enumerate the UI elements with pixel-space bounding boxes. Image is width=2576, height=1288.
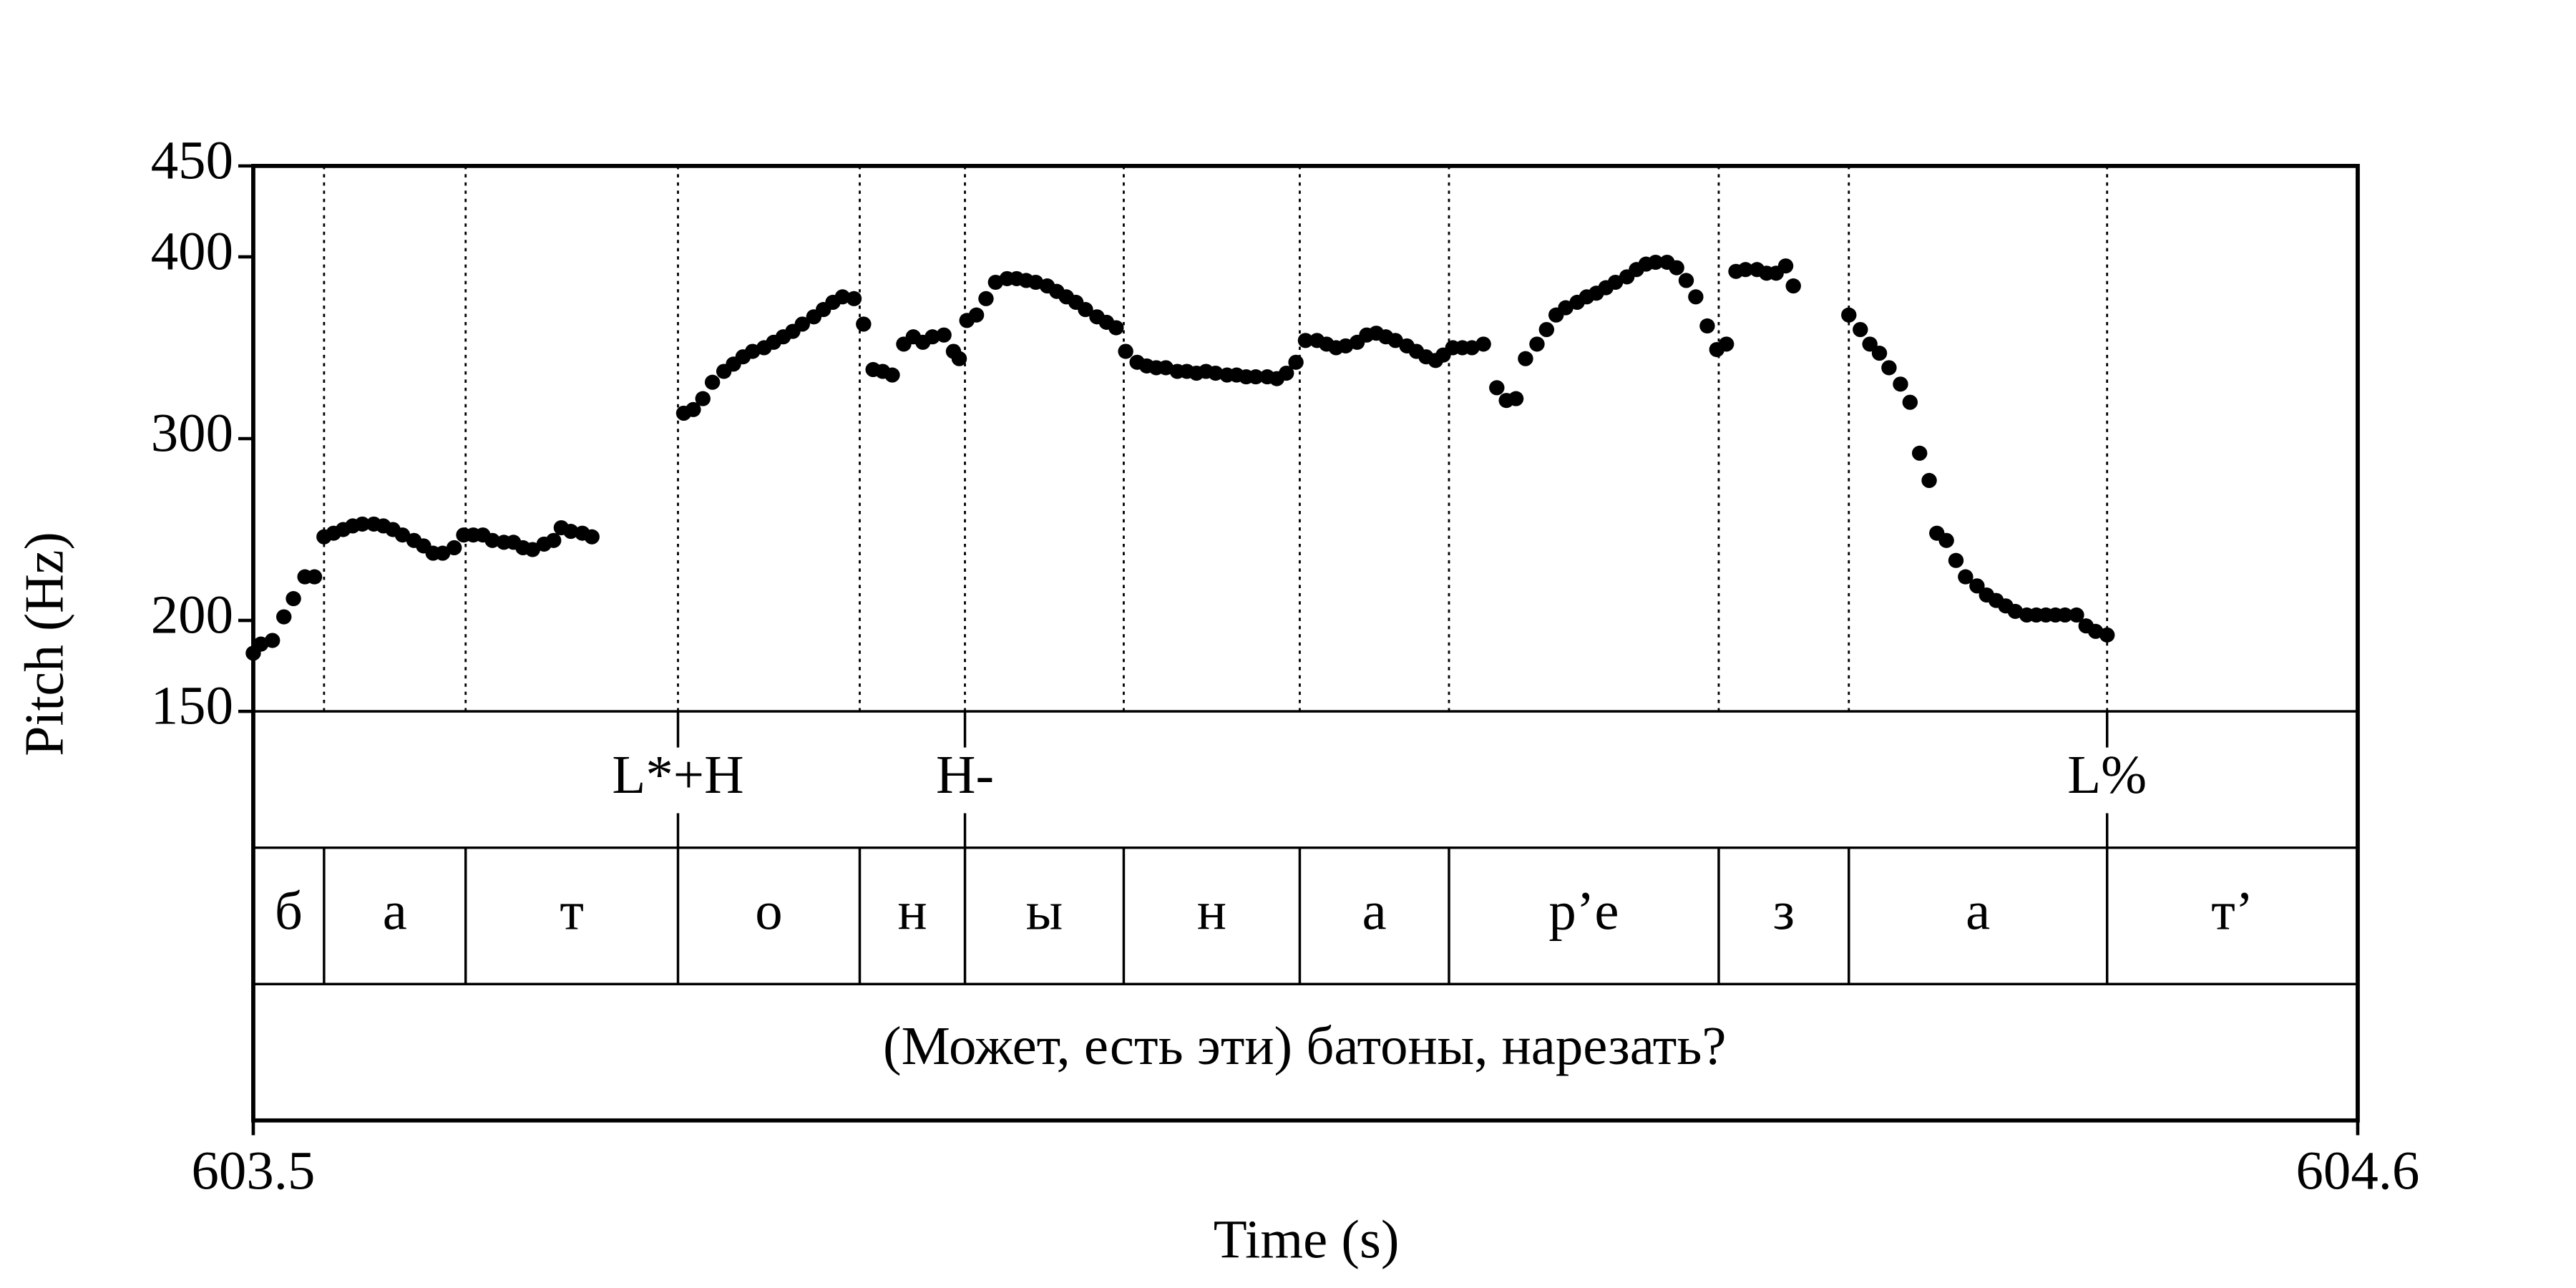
pitch-point xyxy=(1607,274,1624,291)
pitch-point xyxy=(563,524,579,540)
pitch-point xyxy=(264,633,280,648)
phone-label: а xyxy=(1362,881,1387,941)
x-axis-label: Time (s) xyxy=(1214,1209,1400,1269)
pitch-point xyxy=(978,291,994,306)
pitch-point xyxy=(1969,578,1985,594)
pitch-point xyxy=(1678,273,1694,288)
pitch-point xyxy=(1893,376,1908,392)
pitch-point xyxy=(354,516,371,532)
pitch-point xyxy=(1078,302,1093,318)
pitch-point xyxy=(1538,322,1555,338)
pitch-point xyxy=(1387,333,1403,348)
pitch-point xyxy=(1938,532,1954,548)
pitch-point xyxy=(1785,278,1801,294)
phone-label: о xyxy=(755,881,782,941)
pitch-point xyxy=(2069,607,2084,623)
pitch-point xyxy=(2057,607,2073,623)
phone-label: а xyxy=(1966,881,1990,941)
pitch-point xyxy=(446,540,462,556)
pitch-point xyxy=(1862,336,1878,352)
pitch-point xyxy=(1529,336,1545,352)
phone-label: т xyxy=(560,881,584,941)
pitch-point xyxy=(1518,351,1533,366)
pitch-point xyxy=(924,329,940,345)
pitch-point xyxy=(1881,360,1897,376)
pitch-point xyxy=(686,401,701,417)
pitch-point xyxy=(1288,354,1304,370)
pitch-point xyxy=(286,591,301,607)
pitch-point xyxy=(1948,552,1964,568)
pitch-point xyxy=(545,532,562,548)
pitch-point xyxy=(2099,627,2115,643)
pitch-point xyxy=(1475,336,1491,352)
pitch-point xyxy=(276,609,292,625)
pitch-point xyxy=(1248,369,1264,385)
pitch-point xyxy=(1911,445,1928,461)
tone-label: H- xyxy=(936,744,994,804)
y-tick-label: 450 xyxy=(151,130,233,190)
pitch-point xyxy=(1558,300,1574,316)
pitch-point xyxy=(484,532,500,548)
pitch-point xyxy=(1871,346,1888,361)
y-axis-label: Pitch (Hz) xyxy=(14,532,75,756)
pitch-point xyxy=(1508,391,1524,406)
pitch-point xyxy=(856,316,872,332)
pitch-point xyxy=(951,351,967,366)
pitch-point xyxy=(1489,380,1505,396)
pitch-point xyxy=(1118,343,1133,359)
pitch-point xyxy=(434,545,451,561)
plot-frame xyxy=(251,164,2360,1123)
x-tick-label: 603.5 xyxy=(192,1141,316,1201)
phone-label: р’е xyxy=(1548,881,1619,941)
phone-label: а xyxy=(383,881,407,941)
tone-label: L*+H xyxy=(612,744,743,804)
pitch-point xyxy=(846,291,862,306)
pitch-point xyxy=(1648,254,1664,270)
pitch-point xyxy=(525,542,541,557)
pitch-point xyxy=(1841,307,1857,323)
pitch-point xyxy=(394,527,411,543)
pitch-point xyxy=(884,367,900,383)
y-tick-label: 150 xyxy=(151,675,233,736)
pitch-point xyxy=(1279,365,1294,381)
pitch-point xyxy=(834,289,851,305)
pitch-point xyxy=(1208,365,1224,381)
pitch-point xyxy=(306,569,323,585)
pitch-point xyxy=(704,374,721,390)
pitch-point xyxy=(1958,569,1974,585)
pitch-point xyxy=(1777,258,1794,274)
x-tick-label: 604.6 xyxy=(2296,1141,2420,1201)
pitch-point xyxy=(1718,336,1735,352)
pitch-point xyxy=(1108,320,1124,336)
phone-label: т’ xyxy=(2211,881,2253,941)
phone-label: н xyxy=(1197,881,1226,941)
pitch-point xyxy=(1699,318,1715,334)
pitch-point xyxy=(1853,322,1868,338)
pitch-point xyxy=(1737,262,1754,278)
pitch-point xyxy=(968,307,985,323)
pitch-point xyxy=(1902,394,1918,410)
pitch-point xyxy=(1297,333,1314,348)
pitch-point xyxy=(584,529,600,545)
pitch-point xyxy=(936,327,952,343)
pitch-point xyxy=(695,391,711,406)
pitch-point xyxy=(794,316,810,332)
phone-label: ы xyxy=(1026,881,1063,941)
y-tick-label: 200 xyxy=(151,585,233,645)
y-tick-label: 300 xyxy=(151,403,233,463)
word-label: (Может, есть эти) батоны, нарезать? xyxy=(883,1015,1727,1075)
pitch-point xyxy=(1921,472,1937,489)
tone-label: L% xyxy=(2067,744,2147,804)
phone-label: з xyxy=(1773,881,1795,941)
pitch-point xyxy=(1669,260,1684,275)
phone-label: н xyxy=(897,881,927,941)
phone-label: б xyxy=(275,881,303,941)
y-tick-label: 400 xyxy=(151,221,233,281)
pitch-point xyxy=(1688,289,1704,305)
